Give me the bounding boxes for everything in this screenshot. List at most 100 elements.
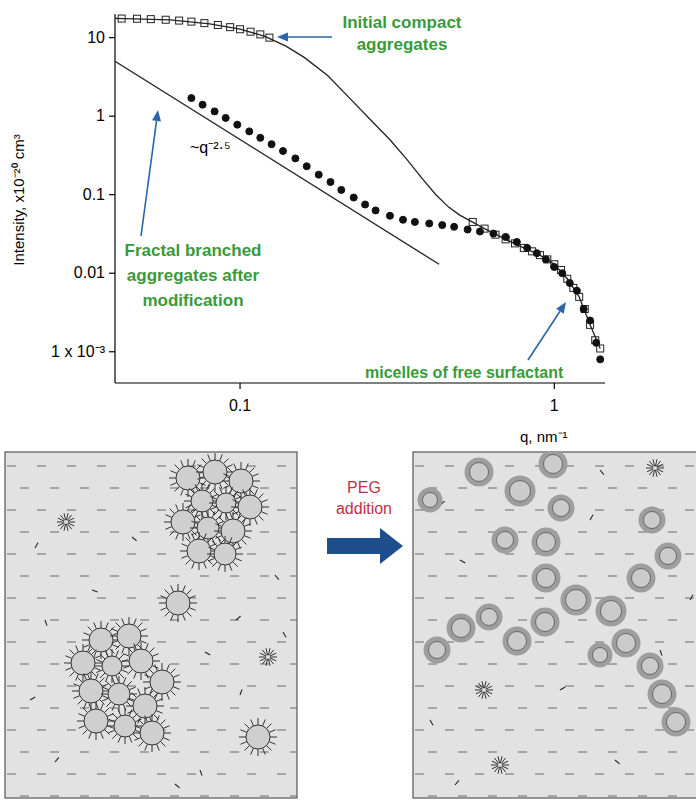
coated-particle [246, 725, 270, 749]
solvent [127, 510, 136, 511]
solvent [458, 532, 467, 533]
surfactant-tail [170, 669, 175, 674]
surfactant-tail [223, 459, 228, 464]
solvent [277, 598, 286, 599]
free-surfactant [275, 575, 279, 580]
particle-core [667, 713, 686, 732]
solvent [638, 708, 647, 709]
surfactant-tail [251, 748, 254, 754]
surfactant-tail [70, 671, 75, 676]
particle-core [544, 455, 563, 474]
surfactant-tail [160, 720, 165, 725]
micelle [66, 524, 68, 531]
surfactant-tail [65, 656, 71, 659]
surfactant-tail [118, 709, 121, 715]
surfactant-tail [233, 491, 238, 496]
surfactant-tail [96, 673, 99, 679]
surfactant-tail [226, 486, 227, 493]
y-tick [109, 273, 115, 274]
free-surfactant [132, 537, 137, 541]
surfactant-tail [199, 563, 200, 570]
data-point [502, 233, 509, 240]
surfactant-tail [231, 507, 238, 508]
surfactant-tail [164, 522, 171, 523]
solvent [458, 664, 467, 665]
solvent [415, 686, 424, 687]
surfactant-tail [160, 608, 166, 611]
micelle [502, 761, 508, 764]
data-point [566, 280, 573, 287]
surfactant-tail [239, 737, 246, 738]
solvent [37, 730, 46, 731]
coated-particle [108, 683, 130, 705]
surfactant-tail [223, 486, 229, 489]
solvent [290, 664, 297, 665]
modified-particle [507, 478, 533, 504]
arrow-label: PEG [347, 479, 381, 496]
y-tick-label: 1 [96, 107, 105, 124]
surfactant-tail [112, 677, 115, 683]
modified-particle [467, 460, 491, 484]
annotation: micelles of free surfactant [365, 364, 564, 381]
solvent [505, 730, 514, 731]
surfactant-tail [209, 503, 216, 504]
surfactant-tail [129, 687, 135, 690]
solvent [668, 576, 677, 577]
surfactant-tail [123, 654, 129, 657]
surfactant-tail [229, 564, 232, 570]
solvent [50, 488, 59, 489]
solvent [97, 598, 106, 599]
modified-particle [505, 629, 529, 653]
surfactant-tail [162, 663, 163, 670]
surfactant-tail [125, 737, 126, 744]
solvent [290, 532, 297, 533]
surfactant-tail [269, 742, 275, 745]
data-point [580, 306, 587, 313]
coated-particle [117, 624, 141, 648]
surfactant-tail [102, 698, 108, 701]
free-surfactant [460, 560, 465, 563]
surfactant-tail [139, 720, 144, 725]
solvent [7, 774, 16, 775]
surfactant-tail [186, 538, 191, 543]
surfactant-tail [121, 670, 127, 673]
surfactant-tail [225, 536, 226, 543]
surfactant-tail [214, 531, 221, 532]
solvent [20, 708, 29, 709]
solvent [277, 466, 286, 467]
solvent [187, 774, 196, 775]
solvent [127, 554, 136, 555]
surfactant-tail [195, 515, 200, 520]
particle-core [537, 569, 556, 588]
solvent [415, 642, 424, 643]
data-point [524, 244, 531, 251]
solvent [20, 620, 29, 621]
surfactant-tail [189, 488, 194, 493]
solvent [685, 642, 694, 643]
surfactant-tail [176, 504, 179, 510]
surfactant-tail [223, 474, 229, 477]
surfactant-tail [102, 696, 108, 699]
data-point [327, 179, 334, 186]
solvent [578, 620, 587, 621]
data-point [513, 238, 520, 245]
solvent [247, 554, 256, 555]
surfactant-tail [105, 675, 108, 681]
particle-core [644, 512, 661, 529]
modified-particle [598, 598, 624, 624]
coated-particle [221, 519, 245, 543]
surfactant-tail [83, 729, 88, 734]
surfactant-tail [258, 718, 259, 725]
micelle [475, 690, 482, 691]
surfactant-tail [94, 668, 100, 671]
surfactant-tail [183, 534, 184, 541]
surfactant-tail [183, 585, 186, 591]
surfactant-tail [116, 675, 119, 681]
data-point [211, 108, 218, 115]
free-surfactant [55, 757, 59, 762]
surfactant-tail [266, 724, 271, 729]
surfactant-tail [134, 726, 140, 729]
surfactant-tail [170, 483, 176, 486]
solvent [200, 796, 209, 797]
solvent [655, 730, 664, 731]
